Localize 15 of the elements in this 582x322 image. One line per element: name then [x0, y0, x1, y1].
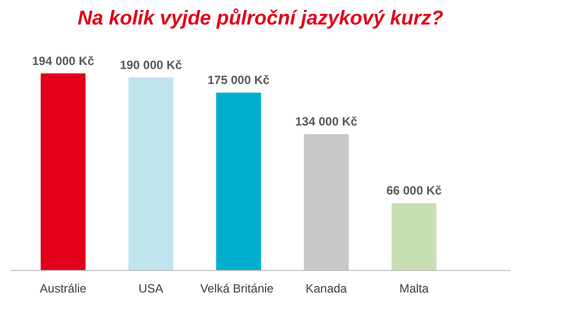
data-label: 175 000 Kč: [208, 73, 270, 88]
bar: [128, 77, 174, 270]
x-tick-label: USA: [138, 282, 164, 296]
bar: [40, 73, 86, 270]
bar: [216, 92, 261, 270]
x-tick-label: Malta: [399, 282, 430, 296]
bar: [392, 203, 436, 270]
x-tick-label: Kanada: [306, 282, 348, 296]
data-label: 194 000 Kč: [32, 54, 94, 68]
data-label: 66 000 Kč: [386, 184, 442, 198]
x-tick-label: Velká Británie: [200, 282, 274, 296]
x-tick-label: Austrálie: [40, 282, 87, 296]
chart-title: Na kolik vyjde půlroční jazykový kurz?: [78, 8, 444, 30]
data-label: 134 000 Kč: [295, 114, 358, 129]
data-label: 190 000 Kč: [120, 58, 182, 72]
